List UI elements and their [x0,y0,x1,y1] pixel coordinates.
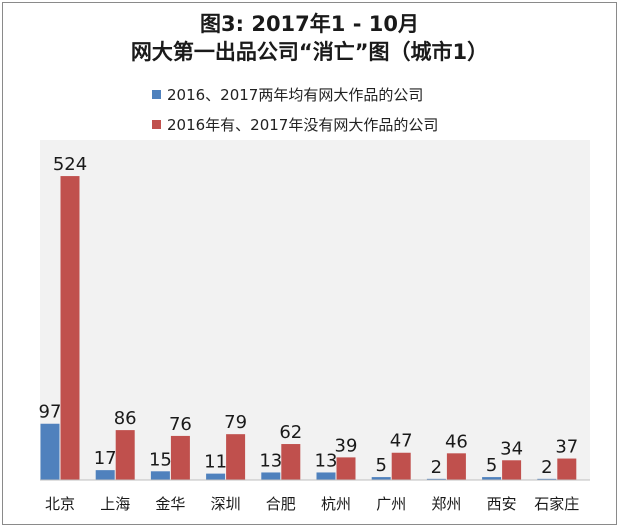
data-label-blue-3: 11 [204,452,227,473]
data-label-blue-8: 5 [486,455,497,476]
bar-red-1 [115,430,135,480]
bar-blue-1 [95,470,115,480]
bar-red-2 [170,435,190,480]
bar-red-7 [446,453,466,480]
category-label-2: 金华 [155,495,185,513]
bar-blue-6 [371,477,391,480]
bar-red-8 [502,460,522,480]
data-label-red-2: 76 [169,414,192,435]
bar-red-5 [336,457,356,480]
bar-blue-2 [150,471,170,480]
bar-blue-7 [426,478,446,480]
bar-red-0 [60,176,80,480]
category-label-9: 石家庄 [534,495,579,513]
category-label-5: 杭州 [321,495,351,513]
data-label-red-4: 62 [279,422,302,443]
legend-swatch-series-1 [152,90,161,99]
data-label-blue-7: 2 [431,457,442,478]
data-label-red-3: 79 [224,412,247,433]
plot-area [40,140,590,480]
bar-red-3 [226,434,246,480]
data-label-blue-2: 15 [149,449,172,470]
category-label-0: 北京 [45,495,75,513]
data-label-blue-6: 5 [375,455,386,476]
bar-blue-0 [40,423,60,480]
category-label-7: 郑州 [431,495,461,513]
data-label-red-8: 34 [500,438,523,459]
data-label-red-6: 47 [390,431,413,452]
category-label-4: 合肥 [266,495,296,513]
bar-blue-5 [316,472,336,480]
data-label-red-0: 524 [53,154,87,175]
category-label-8: 西安 [487,495,517,513]
legend-item-series-2: 2016年有、2017年没有网大作品的公司 [152,114,438,135]
bar-red-9 [557,458,577,480]
chart-title: 图3: 2017年1 - 10月 [200,12,419,36]
legend-item-series-1: 2016、2017两年均有网大作品的公司 [152,84,423,105]
chart-subtitle: 网大第一出品公司“消亡”图（城市1） [130,40,489,64]
category-label-1: 上海 [100,495,130,513]
bar-blue-3 [206,473,226,480]
data-label-blue-9: 2 [541,457,552,478]
data-label-blue-0: 97 [39,402,62,423]
category-label-6: 广州 [376,495,406,513]
data-label-red-1: 86 [114,408,137,429]
data-label-red-7: 46 [445,431,468,452]
data-label-blue-5: 13 [315,450,338,471]
data-label-blue-1: 17 [94,448,117,469]
data-label-red-9: 37 [555,437,578,458]
bars-group [40,176,577,480]
data-label-red-5: 39 [335,435,358,456]
bar-blue-4 [261,472,281,480]
bar-blue-9 [537,478,557,480]
category-label-3: 深圳 [211,495,241,513]
bar-blue-8 [482,477,502,480]
bar-red-4 [281,444,301,480]
legend-swatch-series-2 [152,120,161,129]
data-label-blue-4: 13 [259,450,282,471]
legend-label-series-2: 2016年有、2017年没有网大作品的公司 [167,116,439,134]
legend-label-series-1: 2016、2017两年均有网大作品的公司 [167,86,424,104]
category-labels-group: 北京 上海 金华 深圳 合肥 杭州 广州 郑州 西安 石家庄 [45,495,579,513]
bar-red-6 [391,452,411,480]
